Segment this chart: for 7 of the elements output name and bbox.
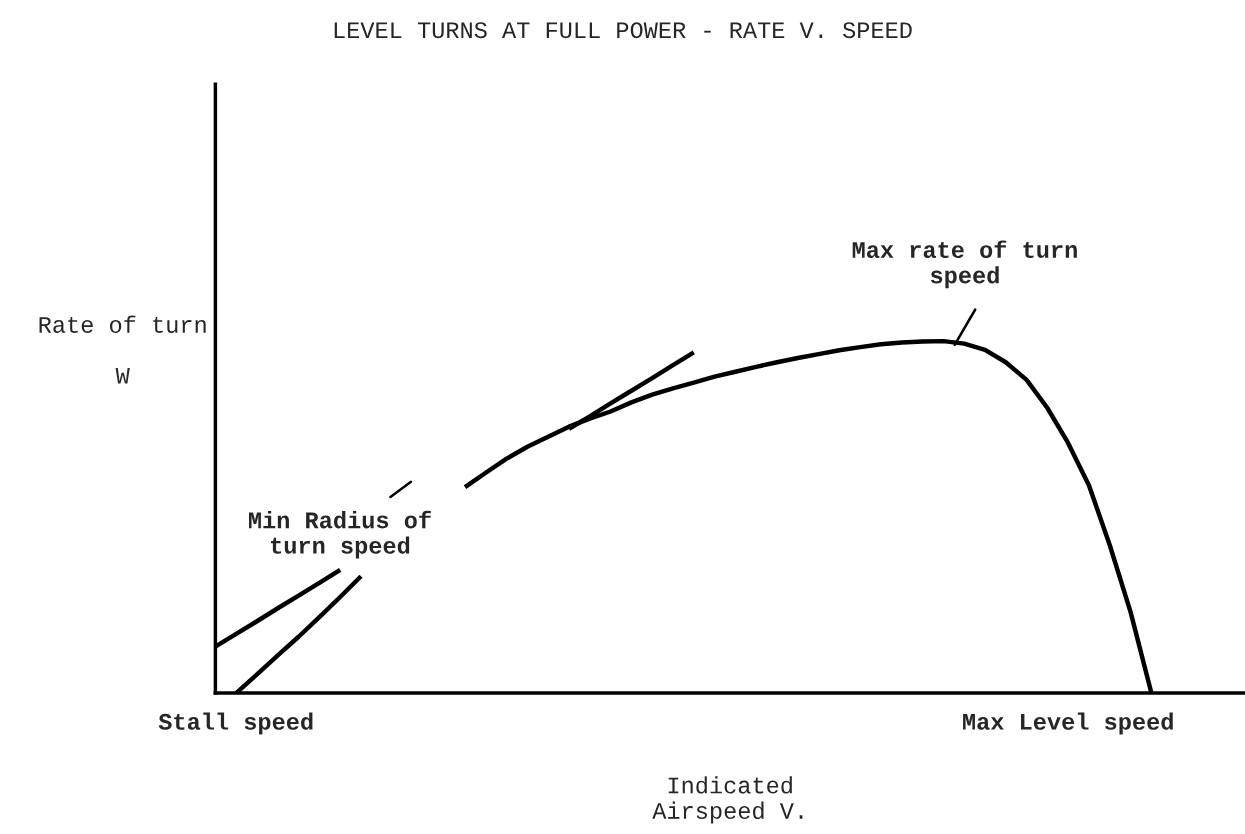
x-tick-label: Max Level speed	[963, 712, 1173, 735]
text: Rate of turn W	[39, 315, 206, 384]
chart-title: LEVEL TURNS AT FULL POWER - RATE V. SPEED	[334, 22, 912, 39]
x-tick-label: Stall speed	[158, 712, 313, 735]
annotation: Min Radius of turn speed	[249, 510, 431, 559]
x-axis-title: Indicated Airspeed V.	[652, 776, 803, 824]
text: Max rate of turn speed	[852, 240, 1077, 289]
